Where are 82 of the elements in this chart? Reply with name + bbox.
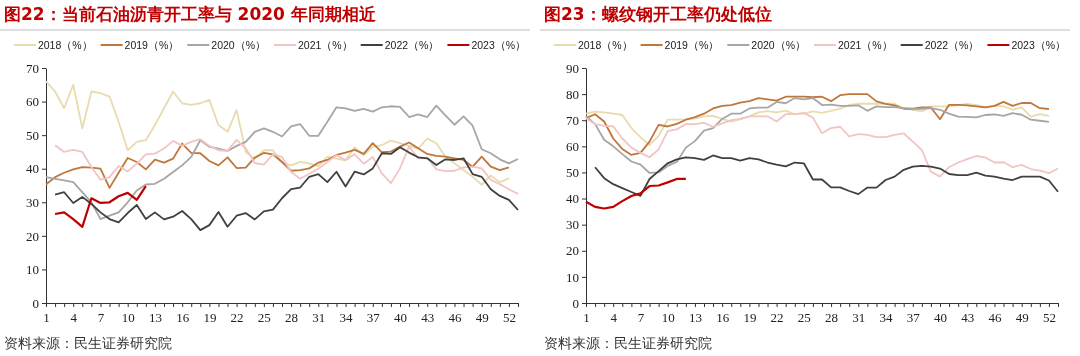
x-tick-label: 10 — [661, 309, 675, 325]
chart-title: 图22：当前石油沥青开工率与 2020 年同期相近 — [4, 4, 377, 24]
y-tick-label: 90 — [566, 60, 579, 76]
x-tick-label: 28 — [285, 309, 299, 325]
x-tick-label: 46 — [448, 309, 462, 325]
y-tick-label: 60 — [26, 94, 39, 110]
x-tick-label: 37 — [906, 309, 921, 325]
y-tick-label: 10 — [566, 269, 579, 285]
line-series — [585, 97, 1050, 174]
text: 资料来源：民生证券研究院 — [544, 335, 712, 351]
x-tick-label: 1 — [583, 309, 590, 325]
x-tick-label: 49 — [475, 309, 489, 325]
x-tick-label: 19 — [203, 309, 217, 325]
x-tick-label: 31 — [852, 309, 866, 325]
x-tick-label: 22 — [230, 309, 244, 325]
y-tick-label: 40 — [26, 161, 39, 177]
line-series — [45, 141, 510, 189]
line-series — [594, 154, 1059, 197]
y-tick-label: 50 — [26, 127, 39, 143]
x-tick-label: 46 — [988, 309, 1002, 325]
y-tick-label: 70 — [566, 112, 579, 128]
x-tick-label: 37 — [366, 309, 381, 325]
x-tick-label: 13 — [688, 309, 702, 325]
y-tick-label: 0 — [572, 295, 579, 311]
legend-label: 2020（%） — [211, 39, 266, 51]
legend-label: 2020（%） — [751, 39, 806, 51]
y-tick-label: 0 — [32, 295, 39, 311]
y-tick-label: 70 — [26, 60, 39, 76]
legend-label: 2022（%） — [384, 39, 440, 51]
x-tick-label: 10 — [121, 309, 135, 325]
x-tick-label: 4 — [70, 309, 78, 325]
y-tick-label: 50 — [566, 165, 579, 181]
x-tick-label: 16 — [176, 309, 190, 325]
chart-title: 图23：螺纹钢开工率仍处低位 — [544, 4, 772, 24]
x-tick-label: 7 — [97, 309, 105, 325]
x-tick-label: 43 — [961, 309, 975, 325]
line-series — [54, 138, 519, 195]
x-tick-label: 7 — [637, 309, 645, 325]
legend-label: 2018（%） — [577, 39, 633, 51]
x-tick-label: 52 — [1042, 309, 1056, 325]
line-series — [585, 93, 1050, 156]
x-tick-label: 28 — [825, 309, 839, 325]
x-tick-label: 4 — [610, 309, 618, 325]
y-tick-label: 40 — [566, 191, 579, 207]
line-series — [54, 146, 519, 232]
x-tick-label: 31 — [312, 309, 326, 325]
legend-label: 2021（%） — [838, 39, 893, 51]
y-tick-label: 20 — [566, 243, 579, 259]
y-tick-label: 60 — [566, 138, 579, 154]
x-tick-label: 22 — [770, 309, 784, 325]
x-tick-label: 16 — [716, 309, 730, 325]
line-series — [585, 102, 1050, 146]
line-series — [45, 104, 519, 220]
legend-label: 2023（%） — [1011, 39, 1067, 51]
x-tick-label: 49 — [1015, 309, 1029, 325]
x-tick-label: 40 — [934, 309, 947, 325]
legend-label: 2022（%） — [924, 39, 980, 51]
x-tick-label: 1 — [43, 309, 50, 325]
x-tick-label: 34 — [339, 309, 354, 325]
y-tick-label: 30 — [566, 217, 579, 233]
x-tick-label: 25 — [257, 309, 271, 325]
x-tick-label: 52 — [502, 309, 516, 325]
x-tick-label: 40 — [394, 309, 407, 325]
x-tick-label: 19 — [743, 309, 757, 325]
x-tick-label: 43 — [421, 309, 435, 325]
y-tick-label: 80 — [566, 86, 579, 102]
line-series — [585, 112, 1059, 178]
x-tick-label: 25 — [797, 309, 811, 325]
y-tick-label: 10 — [26, 262, 39, 278]
legend-label: 2019（%） — [664, 39, 720, 51]
legend-label: 2018（%） — [37, 39, 93, 51]
text: 资料来源：民生证券研究院 — [4, 335, 172, 351]
y-tick-label: 30 — [26, 194, 39, 210]
line-series — [53, 185, 147, 228]
legend-label: 2019（%） — [124, 39, 180, 51]
x-tick-label: 34 — [879, 309, 894, 325]
line-series — [584, 177, 687, 210]
line-series — [45, 80, 510, 186]
legend-label: 2023（%） — [471, 39, 527, 51]
x-tick-label: 13 — [148, 309, 162, 325]
y-tick-label: 20 — [26, 228, 39, 244]
legend-label: 2021（%） — [298, 39, 353, 51]
